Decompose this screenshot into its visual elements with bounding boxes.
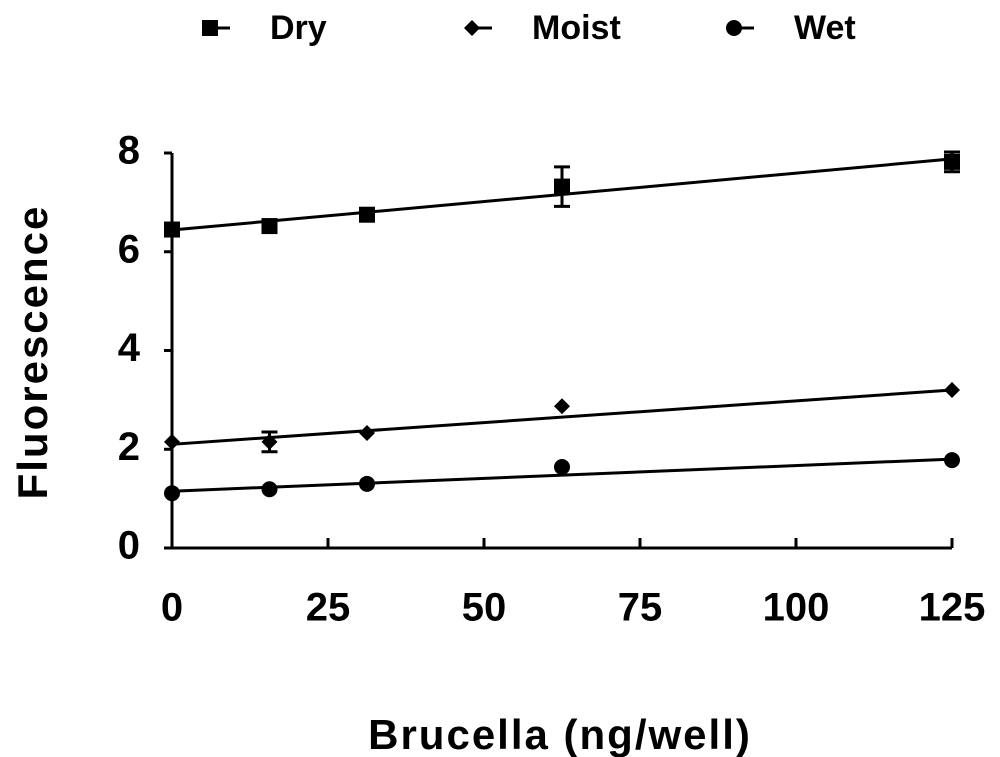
point (164, 221, 180, 238)
x-tick-label: 25 (306, 586, 351, 630)
point (164, 485, 180, 502)
y-tick-label: 6 (118, 227, 140, 271)
point (261, 218, 278, 235)
point (359, 206, 375, 223)
x-tick-label: 125 (919, 586, 986, 630)
y-tick-label: 0 (118, 524, 140, 568)
y-tick-label: 2 (118, 425, 140, 469)
point (944, 382, 960, 398)
fit-line (171, 457, 953, 493)
point (554, 178, 570, 195)
point (261, 481, 278, 498)
point (944, 452, 960, 469)
point (359, 475, 375, 492)
legend-label: Moist (532, 9, 621, 47)
point (554, 398, 570, 415)
point (261, 433, 278, 450)
y-tick-label: 4 (118, 326, 141, 370)
x-tick-label: 0 (161, 586, 183, 630)
x-tick-label: 50 (462, 586, 507, 630)
point (359, 424, 375, 441)
point (554, 459, 570, 476)
x-axis-title: Brucella (ng/well) (368, 711, 752, 757)
y-tick-label: 8 (118, 129, 140, 173)
point (164, 433, 180, 450)
point (944, 153, 960, 170)
legend-label: Dry (270, 9, 327, 47)
y-axis-title: Fluorescence (9, 205, 56, 500)
x-tick-label: 100 (763, 586, 830, 630)
fit-line (171, 388, 953, 446)
legend-label: Wet (794, 9, 856, 47)
x-tick-label: 75 (618, 586, 663, 630)
